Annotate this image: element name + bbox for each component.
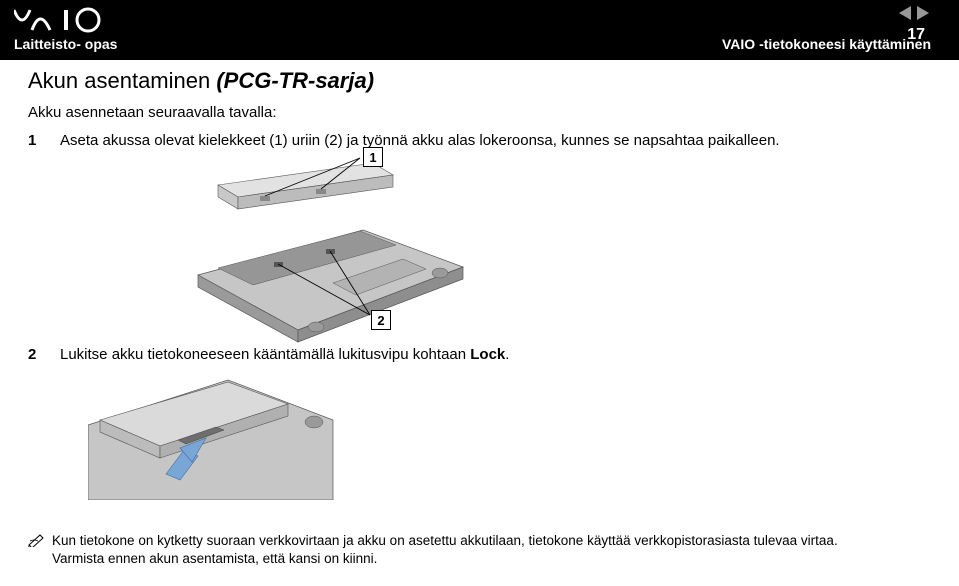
step-text: Lukitse akku tietokoneeseen kääntämällä … [60,345,509,365]
section-label: VAIO -tietokoneesi käyttäminen [722,36,931,52]
page-title: Akun asentaminen (PCG-TR-sarja) [28,68,931,94]
step-number: 1 [28,131,42,151]
note-icon [28,533,46,547]
footer-line-2: Varmista ennen akun asentamista, että ka… [52,550,377,568]
next-page-icon[interactable] [917,6,929,20]
step-number: 2 [28,345,42,365]
step-text: Aseta akussa olevat kielekkeet (1) uriin… [60,131,780,151]
title-italic: (PCG-TR-sarja) [216,68,374,93]
footer-note: Kun tietokone on kytketty suoraan verkko… [28,532,931,568]
intro-text: Akku asennetaan seuraavalla tavalla: [28,104,931,121]
step-1: 1 Aseta akussa olevat kielekkeet (1) uri… [28,131,931,151]
title-plain: Akun asentaminen [28,68,216,93]
content-region: Akun asentaminen (PCG-TR-sarja) Akku ase… [28,68,931,500]
footer-line-1: Kun tietokone on kytketty suoraan verkko… [52,533,838,548]
prev-page-icon[interactable] [899,6,911,20]
step-2: 2 Lukitse akku tietokoneeseen kääntämäll… [28,345,931,365]
diagram-battery-insert: 1 2 [188,155,488,345]
header-bar: Laitteisto- opas VAIO -tietokoneesi käyt… [0,0,959,60]
vaio-logo [14,6,124,41]
callout-box-1: 1 [363,147,383,167]
diagram-lock-switch [88,370,338,500]
page-number: 17 [907,26,925,44]
callout-box-2: 2 [371,310,391,330]
nav-arrows [899,6,929,20]
